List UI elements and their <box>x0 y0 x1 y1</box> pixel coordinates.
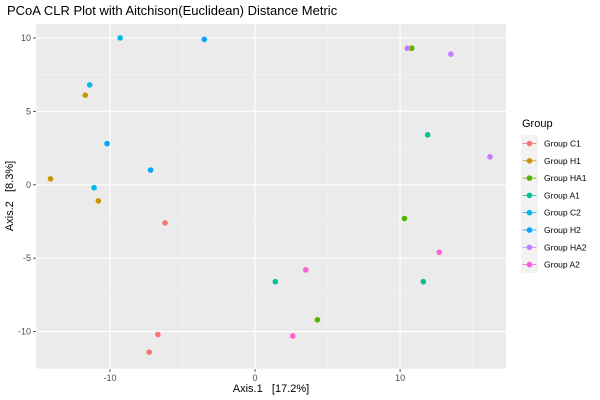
x-axis: -10 0 10 <box>103 369 405 383</box>
point-group-a1 <box>424 132 431 138</box>
legend-item-label: Group C2 <box>544 208 581 218</box>
point-group-ha1 <box>401 215 408 222</box>
legend-key-point <box>526 261 533 268</box>
legend-key-point <box>526 175 533 181</box>
point-group-c2 <box>117 35 123 41</box>
y-tick-label: -5 <box>23 253 31 263</box>
legend-item-group-ha2: Group HA2 <box>521 238 587 256</box>
grid-minor <box>36 24 506 369</box>
y-tick-label: 0 <box>26 180 31 190</box>
x-tick-label: -10 <box>103 373 116 383</box>
legend-item-group-h1: Group H1 <box>521 152 581 170</box>
y-tick-label: 5 <box>26 106 31 116</box>
legend-key-point <box>526 244 533 251</box>
point-group-c1 <box>146 349 152 355</box>
point-group-c2 <box>86 82 93 88</box>
legend-item-label: Group A1 <box>544 190 580 200</box>
point-group-a2 <box>436 249 443 256</box>
data-points <box>47 35 493 355</box>
point-group-h1 <box>95 198 102 204</box>
grid-major <box>36 24 506 369</box>
point-group-ha1 <box>408 45 415 52</box>
legend-key-point <box>526 209 533 216</box>
legend-key-point <box>526 158 533 164</box>
legend-item-group-h2: Group H2 <box>521 221 581 239</box>
point-group-c1 <box>155 331 161 338</box>
y-tick-label: 10 <box>21 33 31 43</box>
legend-item-group-ha1: Group HA1 <box>521 169 587 187</box>
point-group-ha2 <box>448 51 454 57</box>
point-group-h2 <box>147 167 154 173</box>
point-group-h1 <box>47 176 54 182</box>
legend-key-point <box>526 227 533 233</box>
legend-item-group-a2: Group A2 <box>521 256 580 274</box>
chart-title: PCoA CLR Plot with Aitchison(Euclidean) … <box>7 3 338 18</box>
point-group-c2 <box>91 184 97 191</box>
legend-item-label: Group H1 <box>544 156 581 166</box>
point-group-ha2 <box>487 154 493 160</box>
legend-items: Group C1 Group H1 Group HA1 Group A1 Group C… <box>521 135 587 274</box>
legend-item-label: Group C1 <box>544 139 581 149</box>
legend-key-point <box>526 192 533 199</box>
y-tick-label: -10 <box>18 327 31 337</box>
point-group-a2 <box>289 333 296 339</box>
point-group-a1 <box>420 278 427 285</box>
legend-title: Group <box>522 118 553 130</box>
y-axis: -10 -5 0 5 10 <box>18 33 36 337</box>
x-tick-label: 0 <box>253 373 258 383</box>
plot-panel <box>36 24 506 369</box>
x-axis-label: Axis.1 [17.2%] <box>233 383 309 395</box>
point-group-a1 <box>272 278 279 285</box>
legend-item-label: Group H2 <box>544 225 581 235</box>
legend-key-point <box>526 140 533 147</box>
legend-item-label: Group HA2 <box>544 242 587 252</box>
point-group-h2 <box>201 36 208 43</box>
point-group-ha1 <box>314 317 321 323</box>
point-group-h1 <box>82 92 89 99</box>
x-tick-label: 10 <box>395 373 405 383</box>
point-group-h2 <box>104 140 110 147</box>
y-axis-label: Axis.2 [8.3%] <box>4 161 16 231</box>
point-group-ha2 <box>404 45 411 52</box>
legend-item-group-a1: Group A1 <box>521 186 580 204</box>
legend-item-group-c2: Group C2 <box>521 204 581 222</box>
legend-item-label: Group A2 <box>544 260 580 270</box>
legend-item-label: Group HA1 <box>544 173 587 183</box>
legend-item-group-c1: Group C1 <box>521 135 581 152</box>
point-group-c1 <box>162 220 168 226</box>
point-group-a2 <box>303 267 309 273</box>
